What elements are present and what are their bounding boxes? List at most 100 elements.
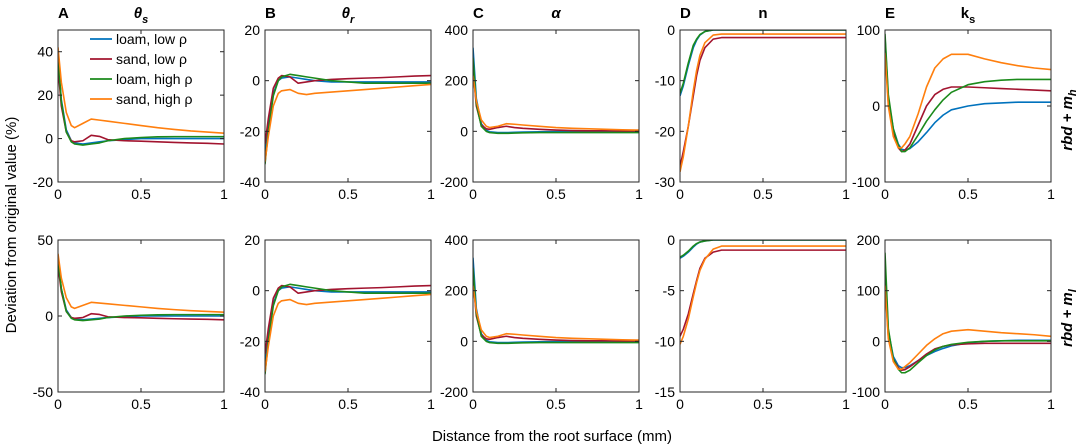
legend-entry: sand, high ρ — [116, 91, 192, 107]
x-tick-label: 0 — [881, 186, 889, 202]
x-tick-label: 0 — [54, 396, 62, 412]
annotations: Deviation from original value (%) Distan… — [3, 89, 1079, 445]
series-line-sand-high — [58, 253, 224, 313]
y-tick-label: 50 — [37, 232, 53, 248]
series-line-loam-high — [58, 259, 224, 322]
series-line-sand-low — [265, 284, 431, 355]
y-tick-label: 0 — [252, 283, 260, 299]
panel-title-symbol: k — [961, 5, 970, 22]
y-tick-label: 0 — [460, 123, 468, 139]
y-tick-label: -100 — [852, 384, 880, 400]
axes-box — [679, 239, 847, 393]
figure-y-label: Deviation from original value (%) — [3, 117, 20, 334]
series-line-sand-high — [680, 33, 846, 173]
x-tick-label: 0.5 — [958, 396, 978, 412]
series-line-sand-low — [680, 249, 846, 337]
panel-top-4: -30 -20 -10 0 0 0.5 1 D n — [655, 5, 850, 202]
series-line-sand-high — [885, 285, 1051, 371]
y-tick-label: 20 — [37, 87, 53, 103]
series-line-loam-high — [58, 56, 224, 146]
series-line-loam-high — [885, 33, 1051, 153]
y-tick-label: -200 — [440, 384, 468, 400]
series-line-sand-high — [473, 285, 639, 341]
series-line-loam-high — [265, 283, 431, 375]
y-tick-label: -100 — [852, 174, 880, 190]
x-tick-label: 0.5 — [546, 186, 566, 202]
panel-letter: C — [473, 5, 484, 22]
x-tick-label: 0.5 — [338, 186, 358, 202]
axes-box — [264, 29, 432, 183]
panel-letter: E — [885, 5, 895, 22]
x-tick-label: 0 — [676, 186, 684, 202]
panel-top-2: -40 -20 0 20 0 0.5 1 B θr — [240, 5, 435, 202]
y-tick-label: 0 — [252, 73, 260, 89]
y-tick-label: -30 — [655, 174, 675, 190]
y-tick-label: 0 — [667, 232, 675, 248]
legend-entry: loam, low ρ — [116, 31, 187, 47]
panel-title-symbol: n — [758, 5, 767, 22]
y-tick-label: -50 — [33, 384, 53, 400]
y-tick-label: -20 — [655, 123, 675, 139]
panel-title: θs — [134, 5, 149, 26]
y-tick-label: 20 — [244, 232, 260, 248]
figure-x-label: Distance from the root surface (mm) — [432, 428, 672, 445]
x-tick-label: 0.5 — [131, 186, 151, 202]
series-line-sand-low — [473, 277, 639, 342]
series-line-loam-low — [680, 30, 846, 97]
axes-box — [679, 29, 847, 183]
y-tick-label: -10 — [655, 73, 675, 89]
row-label-top-base: rbd + m — [1059, 96, 1076, 151]
series-line-loam-low — [473, 257, 639, 344]
row-label-top: rbd + mh — [1059, 89, 1079, 151]
series-line-loam-high — [473, 267, 639, 345]
x-tick-label: 0.5 — [338, 396, 358, 412]
panel-title-subscript: r — [350, 14, 355, 26]
x-tick-label: 1 — [842, 186, 850, 202]
series-line-sand-high — [885, 52, 1051, 149]
series-line-sand-high — [680, 245, 846, 345]
series-line-loam-high — [680, 30, 846, 94]
x-tick-label: 0 — [881, 396, 889, 412]
x-tick-label: 0 — [54, 186, 62, 202]
y-tick-label: 20 — [244, 22, 260, 38]
y-tick-label: 40 — [37, 44, 53, 60]
x-tick-label: 0.5 — [958, 186, 978, 202]
panel-title-symbol: θ — [134, 5, 143, 22]
y-tick-label: 400 — [445, 232, 469, 248]
y-tick-label: -20 — [240, 123, 260, 139]
row-label-bottom: rbd + ml — [1059, 288, 1079, 347]
x-tick-label: 1 — [427, 186, 435, 202]
series-line-loam-low — [473, 47, 639, 134]
series-line-loam-high — [680, 240, 846, 258]
y-tick-label: 0 — [45, 308, 53, 324]
panel-letter: B — [265, 5, 276, 22]
series-line-loam-high — [265, 73, 431, 165]
x-tick-label: 0.5 — [753, 186, 773, 202]
axes-box — [472, 239, 640, 393]
series-line-loam-low — [885, 265, 1051, 369]
y-tick-label: 100 — [857, 283, 881, 299]
series-line-sand-low — [473, 67, 639, 132]
row-label-top-sub: h — [1067, 89, 1079, 96]
y-tick-label: -40 — [240, 174, 260, 190]
legend-entry: loam, high ρ — [116, 71, 192, 87]
axes-box — [264, 239, 432, 393]
x-tick-label: 0.5 — [131, 396, 151, 412]
panel-title: θr — [342, 5, 355, 26]
panel-title-subscript: s — [969, 14, 975, 26]
x-tick-label: 0 — [676, 396, 684, 412]
legend-entry: sand, low ρ — [116, 51, 187, 67]
panel-letter: A — [58, 5, 69, 22]
row-label-bottom-sub: l — [1067, 288, 1079, 292]
y-tick-label: 0 — [872, 333, 880, 349]
y-tick-label: 200 — [445, 283, 469, 299]
y-tick-label: 400 — [445, 22, 469, 38]
x-tick-label: 1 — [635, 186, 643, 202]
panel-title: α — [551, 5, 561, 22]
